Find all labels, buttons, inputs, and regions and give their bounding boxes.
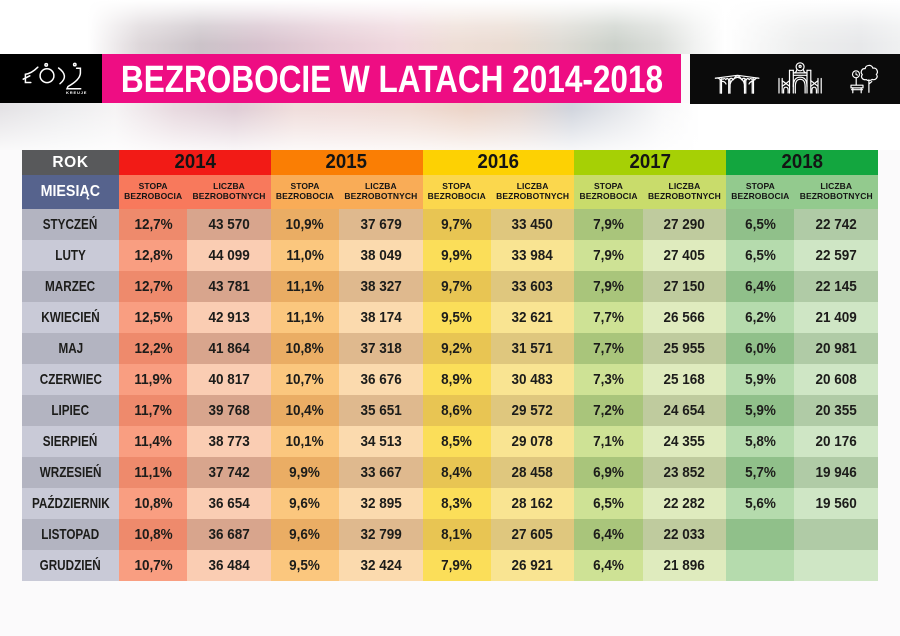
svg-text:KREUJE: KREUJE: [66, 90, 87, 95]
